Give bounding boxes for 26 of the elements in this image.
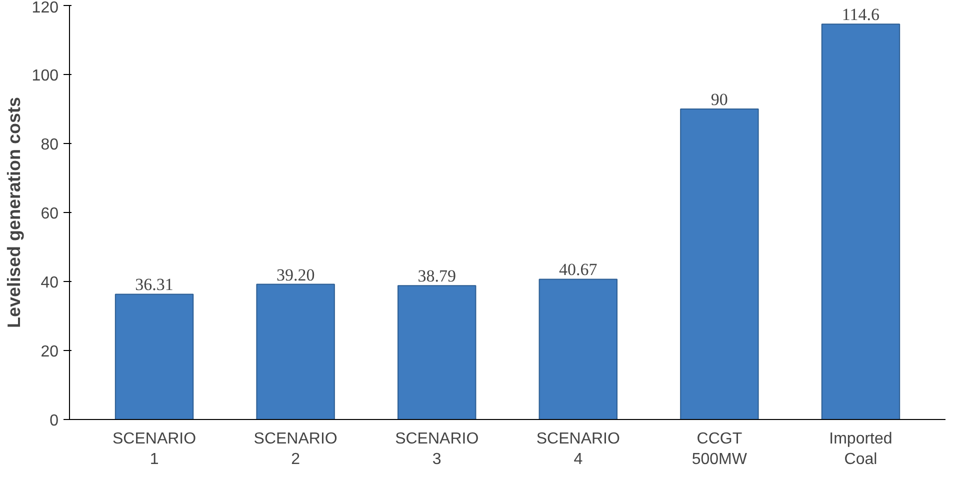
bar <box>821 24 900 420</box>
y-tick-label: 20 <box>40 344 59 360</box>
y-tick-label: 60 <box>40 206 59 222</box>
data-label: 36.31 <box>135 275 174 294</box>
x-tick-label: SCENARIO 3 <box>395 430 479 468</box>
data-label: 40.67 <box>559 260 598 280</box>
data-label: 90 <box>710 90 728 109</box>
bar <box>680 108 759 420</box>
x-tick-label: Imported Coal <box>829 430 892 468</box>
y-tick-label: 80 <box>40 136 59 154</box>
bar <box>398 285 476 420</box>
x-tick-label: CCGT 500MW <box>692 430 748 468</box>
bar <box>114 294 194 420</box>
data-label: 39.20 <box>276 265 315 284</box>
y-tick-label: 100 <box>32 68 59 84</box>
bar <box>256 284 335 420</box>
y-tick-label: 40 <box>40 274 59 292</box>
x-tick-label: SCENARIO 2 <box>254 430 338 468</box>
y-tick-label: 120 <box>32 0 59 16</box>
y-axis-title: Levelised generation costs <box>4 96 24 328</box>
y-tick-label: 0 <box>50 412 59 430</box>
x-tick-label: SCENARIO 4 <box>536 430 620 468</box>
data-label: 114.6 <box>842 5 880 24</box>
x-tick-label: SCENARIO 1 <box>112 430 196 468</box>
data-label: 38.79 <box>418 266 456 286</box>
bar <box>538 278 618 420</box>
